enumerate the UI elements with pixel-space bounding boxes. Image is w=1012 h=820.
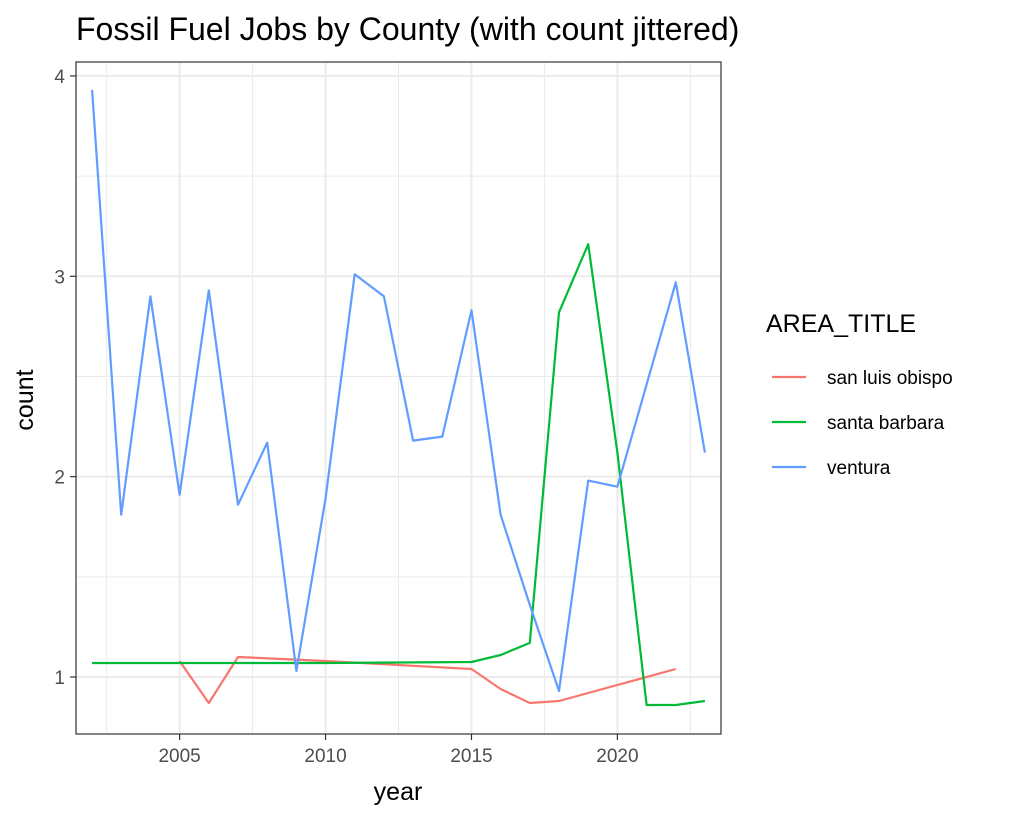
x-tick-label: 2015 (450, 746, 492, 767)
plot-border (75, 61, 722, 735)
y-axis-title: count (11, 369, 39, 430)
legend: AREA_TITLE san luis obispo santa barbara v… (766, 310, 953, 479)
x-tick-label: 2020 (596, 746, 638, 767)
x-tick-label: 2005 (158, 746, 200, 767)
y-tick-label: 1 (54, 668, 65, 689)
y-tick-label: 3 (54, 267, 65, 288)
y-tick-label: 4 (54, 67, 65, 88)
plot-area: 2005 2010 2015 2020 1 2 3 4 (54, 61, 722, 767)
series-line-san-luis-obispo (178, 655, 677, 705)
legend-label-san-luis-obispo: san luis obispo (827, 368, 953, 389)
legend-title: AREA_TITLE (766, 310, 916, 338)
y-tick-label: 2 (54, 468, 65, 489)
legend-label-santa-barbara: santa barbara (827, 413, 945, 434)
legend-label-ventura: ventura (827, 458, 891, 479)
chart-title: Fossil Fuel Jobs by County (with count j… (76, 11, 739, 47)
series-line-ventura (91, 89, 706, 693)
x-tick-label: 2010 (304, 746, 346, 767)
series-line-santa-barbara (92, 243, 706, 707)
x-axis-title: year (374, 778, 423, 806)
